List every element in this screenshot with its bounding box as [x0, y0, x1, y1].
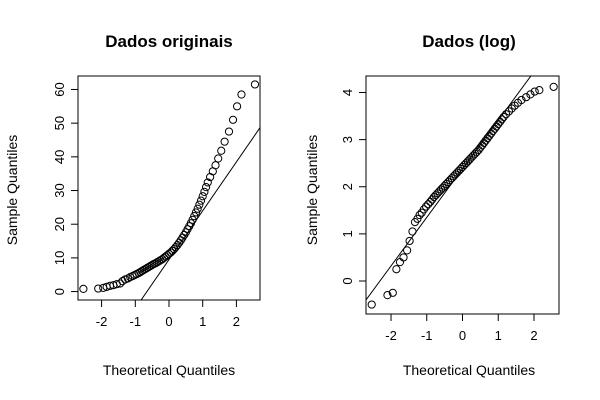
- y-tick-label: 4: [340, 89, 355, 96]
- data-point: [535, 86, 544, 95]
- x-tick-label: 0: [165, 314, 172, 329]
- data-point: [203, 178, 212, 187]
- qq-plot-log: Dados (log) Theoretical Quantiles Sample…: [304, 32, 560, 378]
- data-point: [405, 236, 414, 246]
- data-point: [549, 82, 558, 91]
- data-point: [504, 107, 514, 116]
- data-point: [220, 137, 229, 146]
- data-point: [395, 258, 405, 267]
- x-tick-label: 1: [495, 328, 502, 343]
- data-point: [224, 127, 234, 136]
- x-axis-label: Theoretical Quantiles: [403, 362, 535, 378]
- y-tick-label: 50: [52, 116, 67, 130]
- x-axis-label: Theoretical Quantiles: [103, 362, 235, 378]
- data-point: [522, 93, 531, 102]
- y-tick-label: 2: [340, 183, 355, 190]
- y-tick-label: 3: [340, 136, 355, 143]
- data-point: [116, 279, 125, 288]
- x-tick-label: -2: [96, 314, 108, 329]
- data-point: [502, 110, 511, 119]
- data-point: [497, 115, 506, 124]
- qq-plot-original: Dados originais Theoretical Quantiles Sa…: [4, 32, 261, 378]
- plot-frame: [77, 75, 261, 301]
- data-point: [228, 115, 238, 124]
- data-point: [419, 205, 428, 214]
- data-point: [195, 200, 204, 209]
- y-axis-label: Sample Quantiles: [304, 135, 320, 246]
- data-point: [217, 146, 226, 155]
- data-point: [237, 90, 246, 99]
- x-tick-label: -1: [130, 314, 142, 329]
- data-point: [201, 183, 211, 192]
- data-point: [403, 246, 412, 255]
- data-point: [408, 227, 417, 236]
- data-point: [250, 80, 260, 89]
- data-point: [193, 204, 202, 213]
- data-point: [383, 291, 392, 300]
- y-tick-label: 20: [52, 217, 67, 231]
- data-point: [399, 253, 408, 262]
- data-point: [392, 265, 401, 274]
- data-point: [211, 161, 220, 170]
- data-point: [388, 288, 397, 297]
- x-tick-label: 1: [199, 314, 206, 329]
- chart-title: Dados (log): [422, 32, 516, 51]
- data-point: [530, 87, 539, 96]
- y-tick-label: 10: [52, 251, 67, 265]
- data-point: [200, 187, 209, 196]
- data-point: [123, 274, 132, 283]
- x-tick-label: -1: [421, 328, 433, 343]
- y-tick-label: 0: [52, 288, 67, 295]
- data-point: [79, 284, 88, 293]
- data-point: [190, 212, 199, 221]
- plot-frame: [365, 75, 560, 315]
- x-tick-label: 2: [233, 314, 240, 329]
- data-point: [415, 210, 424, 220]
- data-point: [94, 284, 103, 293]
- y-axis-label: Sample Quantiles: [4, 135, 20, 246]
- data-point: [367, 300, 376, 309]
- data-point: [421, 202, 431, 211]
- y-tick-label: 40: [52, 150, 67, 164]
- data-point: [196, 196, 206, 205]
- data-point: [214, 154, 223, 163]
- y-tick-label: 30: [52, 183, 67, 197]
- data-point: [188, 215, 197, 224]
- data-point: [232, 102, 242, 111]
- data-point: [526, 90, 535, 99]
- data-point: [517, 95, 526, 105]
- x-tick-label: -2: [385, 328, 397, 343]
- data-point: [191, 208, 201, 217]
- data-point: [499, 112, 508, 122]
- chart-title: Dados originais: [105, 32, 233, 51]
- y-tick-label: 0: [340, 277, 355, 284]
- data-point: [507, 104, 516, 113]
- data-point: [198, 192, 207, 201]
- x-tick-label: 0: [459, 328, 466, 343]
- x-tick-label: 2: [530, 328, 537, 343]
- qq-reference-line: [140, 127, 260, 300]
- y-tick-label: 1: [340, 230, 355, 237]
- y-tick-label: 60: [52, 82, 67, 96]
